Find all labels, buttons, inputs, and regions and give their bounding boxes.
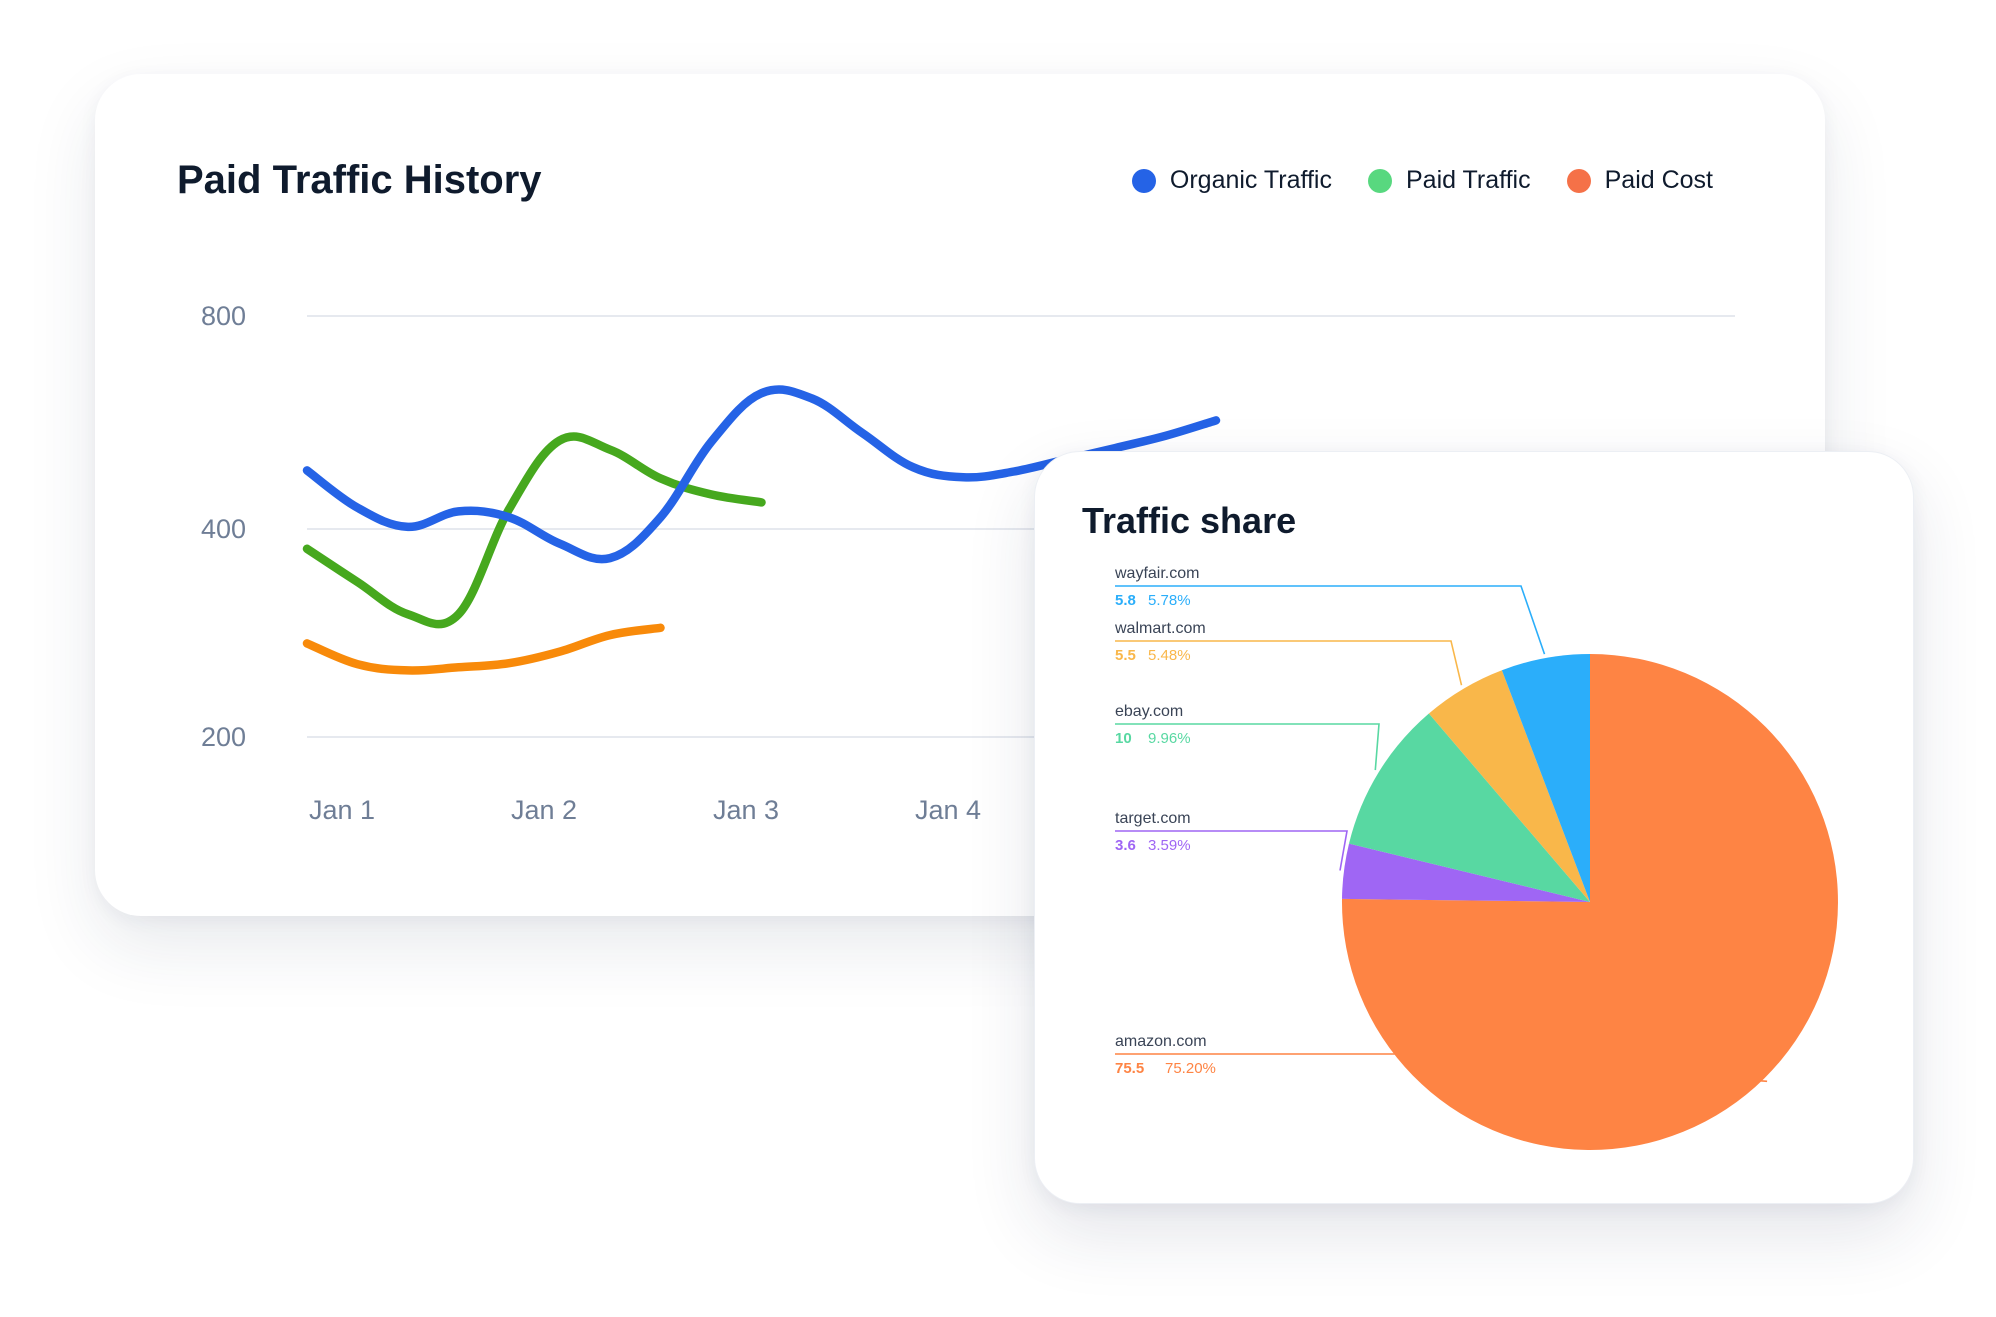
pie-label-leader-line: [1115, 830, 1348, 871]
legend-item-paid-traffic[interactable]: Paid Traffic: [1368, 166, 1531, 195]
legend-item-paid-cost[interactable]: Paid Cost: [1566, 166, 1713, 195]
pie-label-percent: 75.20%: [1165, 1060, 1216, 1077]
pie-label-name: target.com: [1115, 810, 1191, 827]
legend-label: Paid Cost: [1604, 166, 1713, 194]
y-tick-label: 200: [201, 722, 246, 752]
pie-label-leader-line: [1115, 1053, 1768, 1083]
pie-label-name: ebay.com: [1115, 703, 1183, 720]
legend-label: Paid Traffic: [1406, 166, 1531, 194]
pie-label-leader-line: [1115, 723, 1380, 771]
pie-label-percent: 3.59%: [1148, 837, 1191, 854]
pie-label-value: 10: [1115, 730, 1132, 747]
legend-dot-icon: [1566, 168, 1591, 193]
y-tick-label: 800: [201, 301, 246, 331]
pie-label-value: 5.8: [1115, 592, 1136, 609]
traffic-share-card: Traffic share amazon.com 75.5 75.20% target…: [1034, 451, 1914, 1204]
chart-title: Paid Traffic History: [177, 158, 542, 202]
pie-label-percent: 5.48%: [1148, 647, 1191, 664]
pie-slice-amazon-com[interactable]: [1341, 654, 1838, 1150]
pie-slice-walmart-com[interactable]: [1428, 670, 1590, 902]
legend-label: Organic Traffic: [1169, 166, 1332, 194]
legend-dot-icon: [1368, 168, 1392, 193]
chart-legend: Organic Traffic Paid Traffic Paid Cost: [1131, 166, 1713, 195]
pie-chart-title: Traffic share: [1082, 500, 1297, 541]
legend-item-organic-traffic[interactable]: Organic Traffic: [1131, 166, 1332, 195]
pie-label-value: 3.6: [1115, 837, 1136, 854]
pie-label-value: 5.5: [1115, 647, 1136, 664]
pie-label-leader-line: [1115, 640, 1463, 686]
y-tick-label: 400: [201, 514, 246, 544]
legend-dot-icon: [1131, 168, 1156, 193]
x-tick-label: Jan 4: [915, 795, 981, 825]
pie-label-value: 75.5: [1115, 1060, 1144, 1077]
pie-label-percent: 5.78%: [1148, 592, 1191, 609]
pie-slice-ebay-com[interactable]: [1349, 713, 1590, 903]
pie-label-leader-line: [1115, 585, 1546, 655]
pie-label-name: walmart.com: [1114, 620, 1206, 637]
pie-label-percent: 9.96%: [1148, 730, 1191, 747]
pie-chart: amazon.com 75.5 75.20% target.com 3.6 3.59% eb…: [1114, 565, 1838, 1150]
x-tick-label: Jan 2: [511, 795, 577, 825]
x-tick-label: Jan 1: [309, 795, 375, 825]
pie-label-name: amazon.com: [1115, 1033, 1207, 1050]
pie-slice-wayfair-com[interactable]: [1501, 654, 1590, 902]
x-tick-label: Jan 3: [713, 795, 779, 825]
series-line-paid-cost[interactable]: [302, 623, 665, 675]
pie-label-name: wayfair.com: [1114, 565, 1199, 582]
pie-slice-target-com[interactable]: [1342, 843, 1590, 902]
